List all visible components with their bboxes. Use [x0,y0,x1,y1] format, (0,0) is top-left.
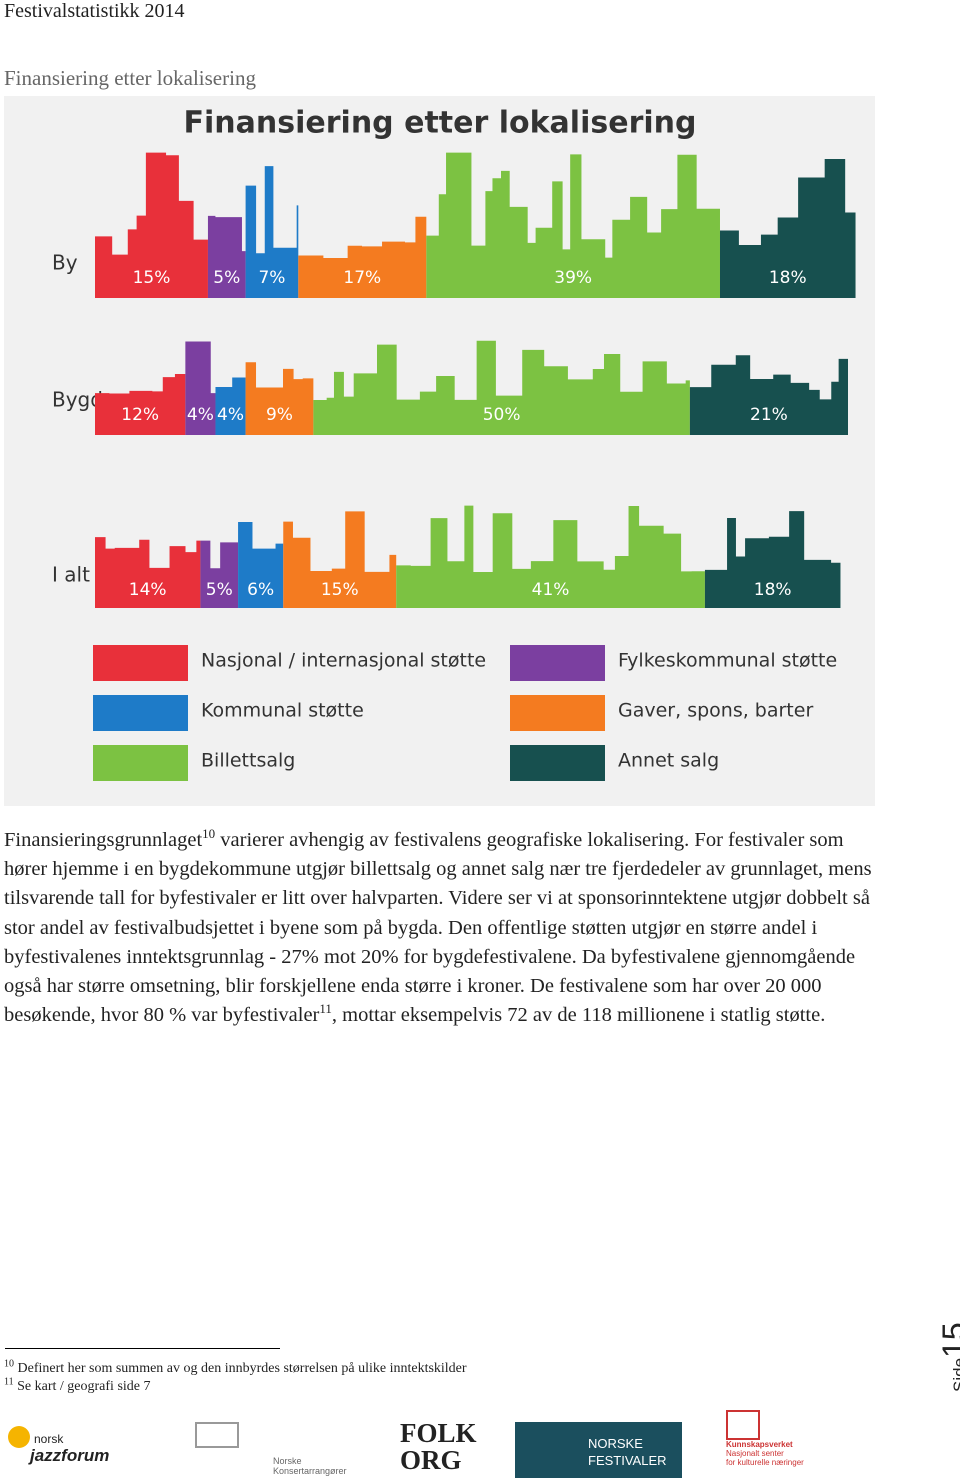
data-label: 7% [258,268,285,288]
bar-segment [396,505,705,608]
data-label: 5% [206,580,233,600]
header: Festivalstatistikk 2014 [4,0,185,22]
page-value: 15 [936,1322,960,1358]
legend-swatch [510,645,605,681]
row-label: Bygd [52,388,103,412]
chart-title: Finansiering etter lokalisering [184,106,697,141]
legend-swatch [510,745,605,781]
bar-segment [426,152,720,298]
data-label: 4% [217,405,244,425]
logo-text: Nasjonalt senter [726,1449,784,1458]
page-number: Side15 [936,1302,960,1392]
data-label: 12% [121,405,159,425]
logo-text: FESTIVALER [588,1453,667,1468]
legend-label: Nasjonal / internasjonal støtte [201,650,486,672]
data-label: 5% [213,268,240,288]
legend-swatch [93,695,188,731]
legend-label: Fylkeskommunal støtte [618,650,837,672]
logos: norsk jazzforum Norske Konsertarrangører … [0,1410,960,1480]
legend-swatch [93,745,188,781]
data-label: 15% [133,268,171,288]
data-label: 18% [769,268,807,288]
legend-label: Gaver, spons, barter [618,700,813,722]
data-label: 39% [554,268,592,288]
footnote-number: 11 [4,1376,14,1388]
logo-kunnskapsverket: Kunnskapsverket Nasjonalt senter for kultu… [726,1410,804,1467]
data-label: 18% [754,580,792,600]
bar-segment [95,537,201,608]
footnotes: 10 Definert her som summen av og den inn… [4,1358,467,1396]
bar-segment [238,522,284,608]
bar-segment [207,215,246,298]
logo-folkorg: FOLK ORG [400,1420,477,1474]
bar-segment [719,158,856,298]
bar-segment [283,511,397,608]
bar-segment [245,362,314,435]
data-label: 21% [750,405,788,425]
bar-segment [200,540,239,608]
footnote: 10 Definert her som summen av og den inn… [4,1358,467,1378]
logo-mark [726,1410,760,1440]
bar-segment [95,152,208,298]
data-label: 17% [343,268,381,288]
footnote-rule [5,1348,280,1349]
logo-mark [195,1422,239,1448]
body-text: Finansieringsgrunnlaget10 varierer avhen… [4,826,879,1030]
footnote-number: 10 [4,1358,14,1370]
footnote-ref: 11 [319,1001,332,1017]
data-label: 50% [483,405,521,425]
data-label: 14% [129,580,167,600]
footnote-text: Se kart / geografi side 7 [17,1379,151,1394]
legend-swatch [510,695,605,731]
bar-segment [185,341,216,435]
row-label: By [52,251,78,275]
data-label: 15% [321,580,359,600]
data-label: 4% [187,405,214,425]
bar-segment [298,216,427,298]
logo-nka: Norske Konsertarrangører [195,1422,347,1476]
row-label: I alt [52,563,90,587]
legend-label: Kommunal støtte [201,700,364,722]
footnote: 11 Se kart / geografi side 7 [4,1376,467,1396]
logo-text: Norske Konsertarrangører [273,1456,347,1476]
heading: Finansiering etter lokalisering [4,66,256,90]
legend-swatch [93,645,188,681]
data-label: 41% [532,580,570,600]
legend-label: Billettsalg [201,750,295,772]
logo-text: for kulturelle næringer [726,1458,804,1467]
bar-segment [704,511,841,608]
logo-text: Kunnskapsverket [726,1440,793,1449]
text: Finansieringsgrunnlaget [4,829,203,851]
footnote-ref: 10 [202,826,216,842]
bar-segment [95,373,186,435]
bar-segment [215,377,246,435]
data-label: 6% [247,580,274,600]
legend-label: Annet salg [618,750,719,772]
footnote-text: Definert her som summen av og den innbyr… [17,1361,467,1376]
logo-text: norsk [34,1432,64,1446]
logo-jazzforum: norsk jazzforum [8,1426,109,1465]
page-label: Side [950,1357,960,1392]
logo-text: FOLK [400,1418,477,1448]
chart: Finansiering etter lokalisering By 15% 5% 7… [4,96,875,806]
bar-segment [689,355,848,435]
logo-text: NORSKE [588,1436,643,1451]
bar-segment [313,340,690,435]
logo-text: jazzforum [30,1446,110,1465]
logo-norske-festivaler: NORSKE FESTIVALER [515,1422,682,1478]
text: , mottar eksempelvis 72 av de 118 millio… [331,1004,826,1027]
logo-mark [8,1426,30,1448]
data-label: 9% [266,405,293,425]
text: varierer avhengig av festivalens geograf… [4,829,872,1027]
logo-text: ORG [400,1445,462,1475]
bar-segment [245,166,299,298]
